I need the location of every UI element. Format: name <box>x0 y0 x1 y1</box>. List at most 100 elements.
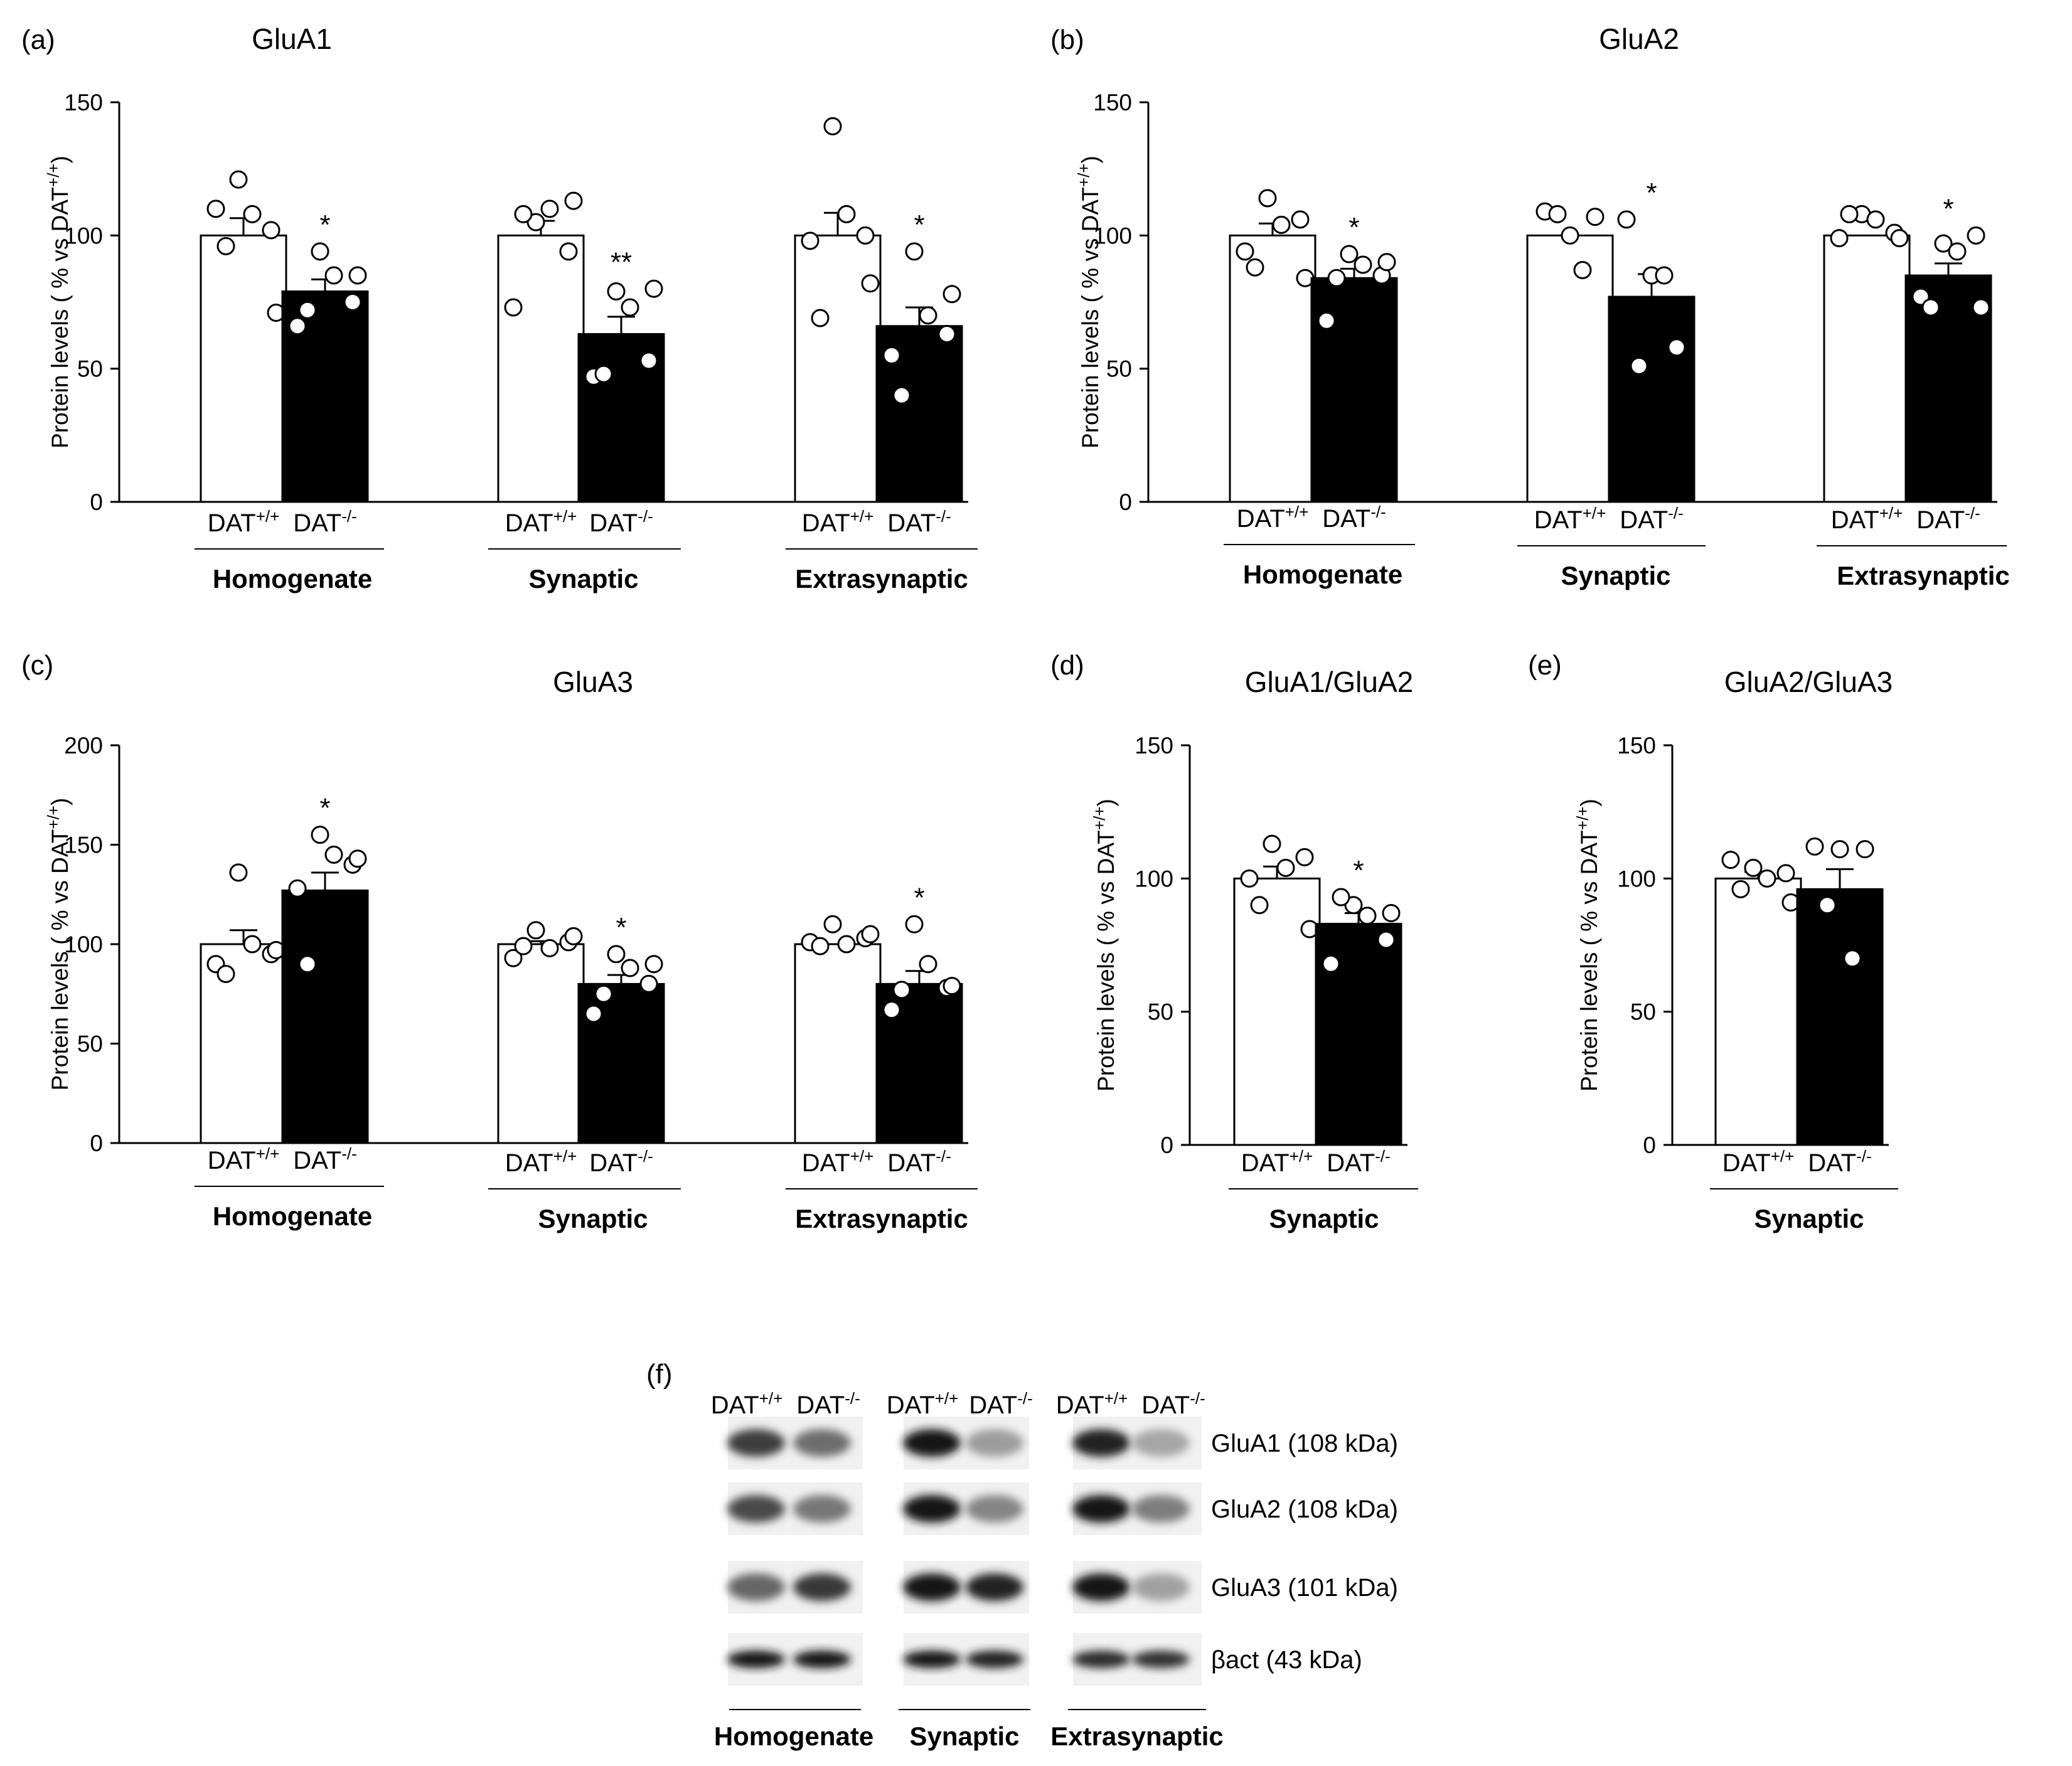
blot-band-label: GluA3 (101 kDa) <box>1211 1574 1398 1602</box>
data-point <box>801 231 820 250</box>
blot-section-label: Homogenate <box>714 1721 873 1751</box>
blot-band <box>903 1573 961 1601</box>
y-axis-label: Protein levels ( % vs DAT+/+) <box>1573 799 1602 1092</box>
blot-band <box>727 1573 785 1601</box>
data-point <box>905 242 924 261</box>
blot-band-label: GluA2 (108 kDa) <box>1211 1496 1398 1523</box>
data-point <box>1377 253 1396 272</box>
chart-title: GluA1/GluA2 <box>1245 666 1413 698</box>
group-label-ko: DAT-/- <box>887 507 951 537</box>
data-point <box>1630 356 1648 375</box>
data-point <box>811 937 830 955</box>
blot-band <box>1072 1651 1130 1668</box>
chart-title: GluA3 <box>553 666 633 698</box>
y-tick-label: 50 <box>1148 999 1173 1025</box>
section-label: Extrasynaptic <box>795 1204 968 1233</box>
data-point <box>861 274 880 293</box>
data-point <box>1258 189 1277 208</box>
data-point <box>905 915 924 934</box>
panel-d: (d) GluA1/GluA2 0 50 100 150 Protein levels ( … <box>1050 650 1418 1233</box>
data-point <box>1327 269 1346 287</box>
data-point <box>594 364 613 383</box>
data-point <box>1840 205 1859 223</box>
section-label: Homogenate <box>1243 560 1402 589</box>
data-point <box>311 242 329 261</box>
data-point <box>856 226 875 245</box>
data-point <box>1295 848 1314 866</box>
data-point <box>1236 242 1254 261</box>
data-point <box>1830 840 1849 859</box>
data-point <box>1573 261 1592 280</box>
significance-marker: * <box>1646 178 1657 208</box>
group-label-wt: DAT+/+ <box>505 1147 577 1177</box>
blot-band <box>1132 1495 1190 1523</box>
bar-wt <box>497 943 585 1144</box>
data-point <box>514 205 533 223</box>
data-point <box>324 845 343 864</box>
blot-band <box>903 1429 961 1457</box>
blot-band-label: GluA1 (108 kDa) <box>1211 1430 1398 1457</box>
section-label: Homogenate <box>213 564 372 593</box>
data-point <box>1548 205 1567 223</box>
data-point <box>1276 858 1295 877</box>
group-label-ko: DAT-/- <box>1808 1147 1872 1177</box>
blot-band <box>793 1651 851 1668</box>
section-label: Synaptic <box>1269 1204 1379 1233</box>
group-label-wt: DAT+/+ <box>208 507 280 537</box>
data-point <box>644 955 663 974</box>
data-point <box>892 386 911 405</box>
y-tick-label: 150 <box>1135 733 1173 758</box>
significance-marker: * <box>1353 855 1364 886</box>
data-point <box>1272 215 1291 234</box>
blot-band <box>903 1651 961 1668</box>
data-point <box>823 915 842 934</box>
blot-band <box>793 1573 851 1601</box>
data-point <box>1830 229 1849 248</box>
data-point <box>348 266 367 285</box>
data-point <box>526 921 545 940</box>
panel-a: (a) GluA1 0 50 100 150 Protein levels ( % vs D… <box>21 23 978 593</box>
blot-band <box>966 1495 1023 1523</box>
blot-band <box>793 1495 851 1523</box>
bar-ko <box>1796 888 1884 1146</box>
blot-band <box>727 1495 785 1523</box>
section-label: Synaptic <box>538 1204 648 1233</box>
blot-band <box>1132 1651 1190 1668</box>
data-point <box>1655 266 1674 285</box>
data-point <box>882 346 901 364</box>
chart-title: GluA1 <box>252 23 332 55</box>
data-point <box>262 221 280 240</box>
data-point <box>1240 869 1259 888</box>
y-tick-label: 100 <box>64 932 103 957</box>
blot-band <box>793 1429 851 1457</box>
group-label-ko: DAT-/- <box>1327 1147 1391 1177</box>
bar-wt <box>497 234 585 503</box>
data-point <box>1382 904 1401 923</box>
significance-marker: * <box>914 882 924 913</box>
data-point <box>1332 888 1350 907</box>
data-point <box>1776 864 1795 883</box>
blot-band <box>727 1651 785 1668</box>
data-point <box>324 266 343 285</box>
blot-lane-label-wt: DAT+/+ <box>1056 1389 1128 1419</box>
data-point <box>343 293 362 311</box>
group-label-wt: DAT+/+ <box>1722 1147 1795 1177</box>
bar-ko <box>1310 277 1398 503</box>
data-point <box>607 282 626 301</box>
blot-band <box>1072 1429 1130 1457</box>
data-point <box>644 279 663 298</box>
data-point <box>1344 896 1363 915</box>
data-point <box>1586 208 1605 226</box>
data-point <box>229 863 248 882</box>
blot-band <box>1072 1495 1130 1523</box>
data-point <box>639 974 658 993</box>
data-point <box>892 981 911 999</box>
significance-marker: * <box>914 210 924 240</box>
data-point <box>243 935 262 954</box>
section-label: Synaptic <box>528 564 638 593</box>
blot-band <box>903 1495 961 1523</box>
group-label-wt: DAT+/+ <box>802 1147 874 1177</box>
section-label: Synaptic <box>1561 561 1670 590</box>
y-tick-label: 50 <box>1630 999 1656 1025</box>
y-tick-label: 50 <box>77 1031 103 1057</box>
